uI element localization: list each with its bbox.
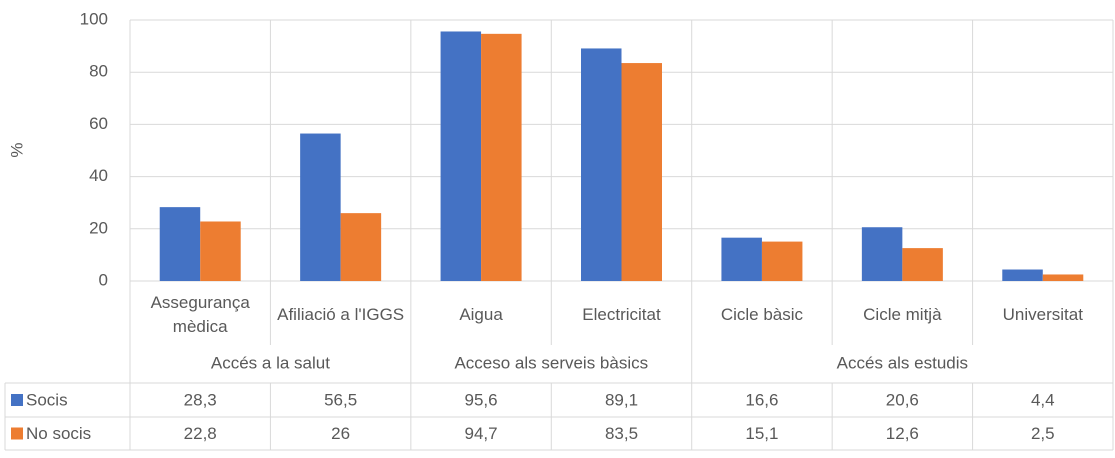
bar (1002, 269, 1043, 281)
y-axis-label: % (7, 142, 26, 157)
bar (581, 48, 622, 281)
x-tick-label-box: Cicle bàsic (720, 304, 804, 324)
group-label: Accés a la salut (211, 353, 330, 372)
table-cell: 94,7 (465, 424, 498, 443)
bar (200, 221, 241, 281)
x-tick-label: Assegurança mèdica (150, 292, 250, 336)
table-cell: 15,1 (745, 424, 778, 443)
table-cell: 12,6 (886, 424, 919, 443)
x-tick-label-box: Afiliació a l'IGGS (277, 304, 405, 324)
x-tick-label-box: Electricitat (582, 304, 661, 324)
x-tick-label: Universitat (1002, 304, 1083, 324)
y-tick-label: 80 (89, 62, 108, 81)
bar (440, 31, 482, 282)
table-cell: 28,3 (184, 390, 217, 409)
legend-key (11, 394, 23, 406)
bar (902, 248, 943, 281)
bar (721, 237, 762, 281)
y-tick-label: 60 (89, 114, 108, 133)
table-cell: 20,6 (886, 390, 919, 409)
bar (621, 63, 662, 281)
bar (1042, 274, 1084, 281)
x-tick-label: Electricitat (582, 304, 661, 324)
x-tick-label-box: Assegurança mèdica (150, 292, 250, 336)
table-cell: 83,5 (605, 424, 638, 443)
table-cell: 4,4 (1031, 390, 1055, 409)
y-tick-label: 100 (80, 9, 108, 28)
table-cell: 16,6 (745, 390, 778, 409)
bar (159, 207, 201, 281)
bar (340, 213, 382, 281)
x-tick-label-box: Aigua (459, 304, 503, 324)
x-tick-label-box: Universitat (1002, 304, 1083, 324)
x-tick-label: Cicle mitjà (863, 304, 942, 324)
x-tick-label-box: Cicle mitjà (863, 304, 942, 324)
legend-label: Socis (26, 390, 68, 409)
table-cell: 56,5 (324, 390, 357, 409)
group-label: Acceso als serveis bàsics (454, 353, 648, 372)
y-tick-label: 0 (99, 270, 108, 289)
group-label: Accés als estudis (837, 353, 968, 372)
bar (761, 241, 803, 281)
bar (861, 227, 903, 281)
table-cell: 2,5 (1031, 424, 1055, 443)
x-tick-label: Afiliació a l'IGGS (277, 304, 405, 324)
bar (481, 33, 522, 281)
bar (300, 133, 341, 281)
table-cell: 26 (331, 424, 350, 443)
x-tick-label: Cicle bàsic (720, 304, 804, 324)
x-tick-label: Aigua (459, 304, 503, 324)
table-cell: 22,8 (184, 424, 217, 443)
table-cell: 95,6 (465, 390, 498, 409)
table-cell: 89,1 (605, 390, 638, 409)
y-tick-label: 40 (89, 166, 108, 185)
legend-key (11, 427, 23, 440)
legend-label: No socis (26, 424, 91, 443)
y-tick-label: 20 (89, 218, 108, 237)
